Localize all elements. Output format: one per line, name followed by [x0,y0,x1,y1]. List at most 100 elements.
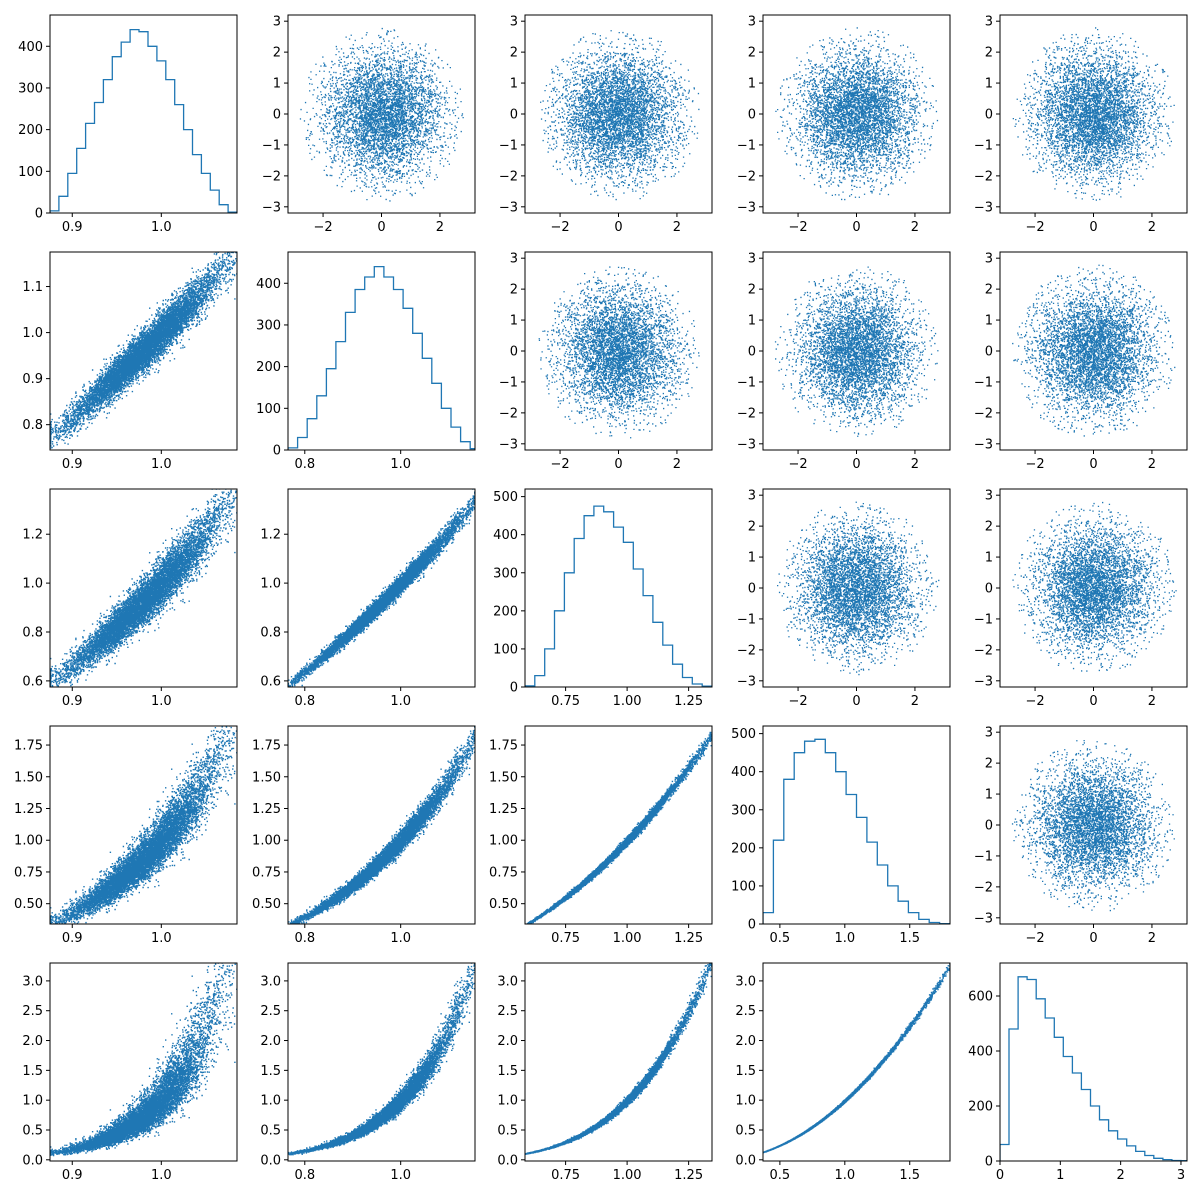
y-tick-label: 1.00 [489,834,518,849]
x-tick-label: 1.0 [390,1168,411,1183]
y-tick-label: 1 [985,788,993,803]
y-tick-label: 1.2 [22,528,43,543]
x-tick-label: 1.0 [151,1168,172,1183]
histogram-step-line [1000,977,1187,1161]
y-tick-label: 2.5 [22,1004,43,1019]
y-tick-label: 0 [748,582,756,597]
y-tick-label: 0.5 [735,1123,756,1138]
panel-r2-c1: 0.9 1.00.80.91.01.1 [22,219,238,472]
x-tick-label: 0.75 [551,931,580,946]
y-tick-label: 1.1 [22,280,43,295]
y-tick-label: 2 [510,46,518,61]
x-tick-label: −2 [1025,220,1044,235]
y-tick-label: 1.5 [22,1064,43,1079]
x-tick-label: 1.5 [899,1168,920,1183]
y-tick-label: 2 [748,520,756,535]
y-tick-label: 2.0 [260,1034,281,1049]
y-tick-label: 3 [985,252,993,267]
x-tick-label: −2 [1025,694,1044,709]
x-tick-label: 0 [852,220,860,235]
y-tick-label: 0 [510,681,518,696]
y-tick-label: 2 [985,46,993,61]
x-tick-label: 0.9 [62,931,83,946]
x-tick-label: −2 [788,694,807,709]
plot-area [1012,265,1175,437]
x-tick-label: 2 [1148,931,1156,946]
x-tick-label: 1.0 [390,457,411,472]
y-tick-label: 0.9 [22,372,43,387]
y-tick-label: 1 [748,77,756,92]
y-tick-label: 2 [510,283,518,298]
y-tick-label: 1.00 [252,834,281,849]
y-tick-label: 100 [18,165,43,180]
axes-frame [763,726,950,924]
y-tick-label: 0.0 [735,1153,756,1168]
y-tick-label: 3 [510,15,518,30]
x-tick-label: 1.25 [674,931,703,946]
y-tick-label: 1.50 [489,770,518,785]
x-tick-label: 1.00 [613,1168,642,1183]
x-tick-label: −2 [1025,931,1044,946]
x-tick-label: 0 [1089,694,1097,709]
y-tick-label: 0 [748,108,756,123]
x-tick-label: 2 [911,694,919,709]
scatter-points [276,450,520,695]
y-tick-label: −2 [974,643,993,658]
y-tick-label: 1.75 [489,739,518,754]
panel-r3-c2: 0.8 1.00.60.81.01.2 [260,450,520,709]
y-tick-label: 1.0 [497,1094,518,1109]
plot-area [50,219,238,453]
x-tick-label: 0.8 [294,1168,315,1183]
y-tick-label: −1 [974,612,993,627]
scatter-points [775,267,939,437]
y-tick-label: 1.5 [260,1064,281,1079]
panel-r4-c1: 0.9 1.00.500.751.001.251.501.75 [14,658,238,946]
x-tick-label: 1.0 [834,931,855,946]
y-tick-label: 400 [493,528,518,543]
x-tick-label: 2 [673,220,681,235]
y-tick-label: 2 [748,283,756,298]
x-tick-label: 2 [436,220,444,235]
y-tick-label: 3 [748,489,756,504]
x-tick-label: −2 [313,220,332,235]
y-tick-label: −3 [974,911,993,926]
y-tick-label: −3 [974,200,993,215]
y-tick-label: 0.0 [260,1153,281,1168]
plot-area [775,27,938,200]
y-tick-label: 300 [493,566,518,581]
plot-area [276,450,520,695]
scatter-points [540,30,700,200]
y-tick-label: −2 [499,169,518,184]
y-tick-label: 0 [985,345,993,360]
y-tick-label: −2 [974,406,993,421]
x-tick-label: 0.9 [62,694,83,709]
y-tick-label: 200 [968,1100,993,1115]
y-tick-label: 1 [985,77,993,92]
y-tick-label: −1 [262,138,281,153]
y-tick-label: 3 [273,15,281,30]
axes-frame [525,726,712,924]
y-tick-label: 0 [510,108,518,123]
y-tick-label: 0 [273,108,281,123]
panel-r5-c1: 0.9 1.00.00.51.01.52.02.53.0 [22,806,238,1183]
plot-area [288,267,480,450]
histogram-step-line [288,267,480,450]
y-tick-label: 3.0 [260,974,281,989]
y-tick-label: 1.75 [252,739,281,754]
y-tick-label: −2 [974,880,993,895]
y-tick-label: 400 [18,40,43,55]
y-tick-label: 2.0 [22,1034,43,1049]
x-tick-label: −2 [788,220,807,235]
y-tick-label: −2 [737,169,756,184]
y-tick-label: −2 [499,406,518,421]
y-tick-label: 3 [985,15,993,30]
x-tick-label: −2 [550,220,569,235]
y-tick-label: −1 [737,138,756,153]
y-tick-label: 0.6 [260,674,281,689]
y-tick-label: 300 [18,81,43,96]
y-tick-label: −1 [974,138,993,153]
histogram-step-line [525,506,712,687]
